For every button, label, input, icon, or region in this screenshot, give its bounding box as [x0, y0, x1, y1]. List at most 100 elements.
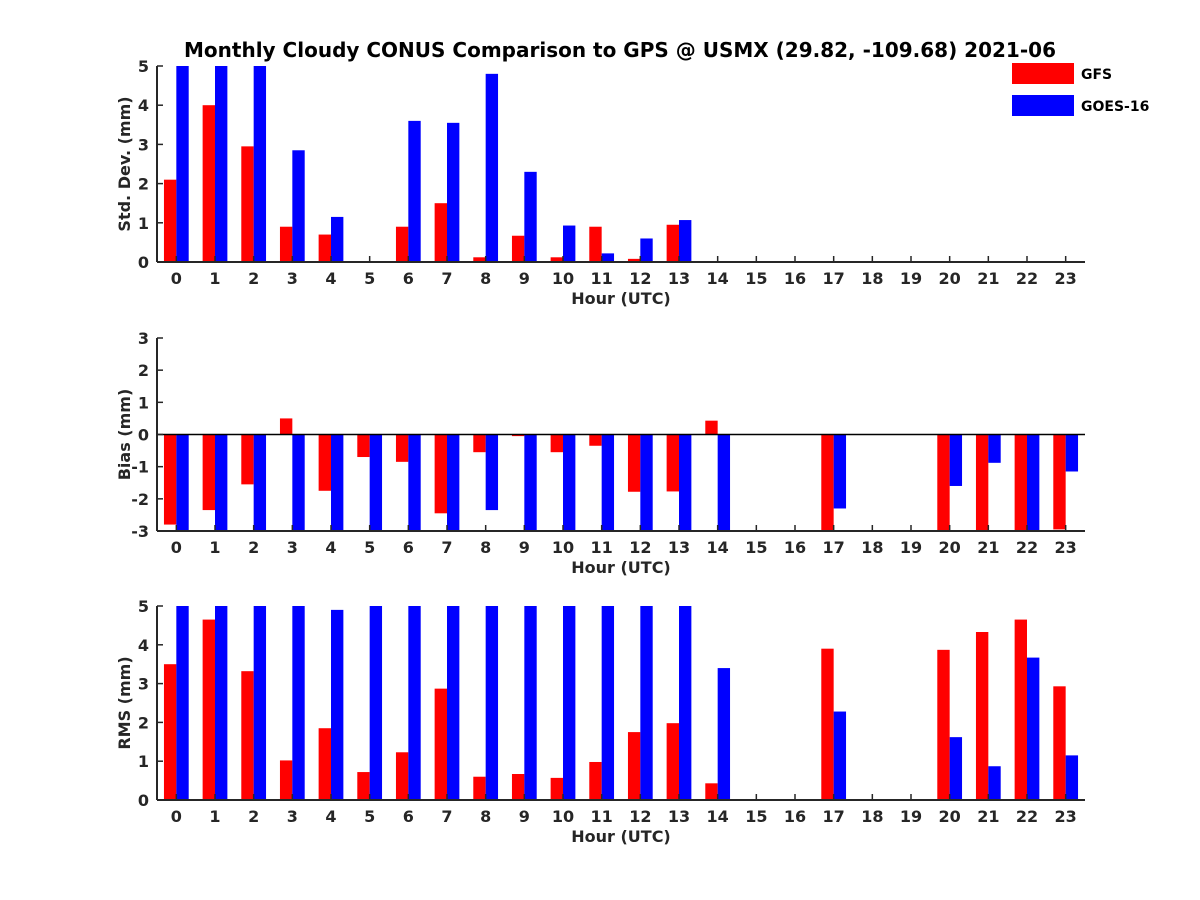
bar-bias-gfs-h13 — [666, 434, 679, 492]
bar-rms-goes16-h21 — [988, 766, 1001, 800]
bar-bias-goes16-h17 — [833, 434, 847, 509]
bar-rms-gfs-h4 — [318, 728, 331, 800]
bar-stddev-goes16-h2 — [253, 66, 267, 262]
x-tick-label-rms-8: 8 — [480, 807, 491, 826]
x-tick-label-stddev-15: 15 — [745, 269, 767, 288]
x-tick-label-rms-10: 10 — [552, 807, 574, 826]
x-tick-label-bias-1: 1 — [209, 538, 220, 557]
bar-stddev-gfs-h3 — [279, 226, 293, 262]
y-tick-label-bias-0: 0 — [138, 426, 149, 445]
bar-rms-gfs-h6 — [395, 752, 409, 800]
bar-stddev-gfs-h10 — [550, 257, 563, 262]
bar-rms-gfs-h2 — [241, 671, 254, 800]
y-tick-label-stddev-1: 1 — [138, 214, 149, 233]
x-tick-label-rms-6: 6 — [403, 807, 414, 826]
bar-rms-goes16-h17 — [833, 711, 847, 800]
bar-rms-gfs-h12 — [627, 732, 641, 800]
x-tick-label-bias-15: 15 — [745, 538, 767, 557]
bar-rms-gfs-h9 — [511, 774, 525, 800]
bar-bias-goes16-h12 — [640, 434, 653, 531]
x-tick-label-bias-10: 10 — [552, 538, 574, 557]
bar-rms-goes16-h4 — [331, 609, 344, 800]
x-tick-label-bias-22: 22 — [1016, 538, 1038, 557]
bar-rms-gfs-h1 — [202, 619, 215, 800]
x-tick-label-stddev-6: 6 — [403, 269, 414, 288]
bar-bias-goes16-h13 — [679, 434, 692, 531]
x-tick-label-stddev-16: 16 — [784, 269, 806, 288]
bar-stddev-gfs-h9 — [511, 235, 525, 262]
legend-swatch-gfs — [1012, 63, 1074, 84]
x-tick-label-rms-23: 23 — [1055, 807, 1077, 826]
x-tick-label-stddev-12: 12 — [629, 269, 651, 288]
bar-stddev-gfs-h0 — [163, 179, 177, 262]
bar-bias-goes16-h23 — [1065, 434, 1079, 472]
chart-title: Monthly Cloudy CONUS Comparison to GPS @… — [184, 38, 1056, 62]
bar-stddev-goes16-h6 — [408, 120, 421, 262]
y-tick-label-bias--2: -2 — [131, 490, 149, 509]
bar-bias-goes16-h0 — [176, 434, 189, 531]
bar-bias-gfs-h6 — [395, 434, 409, 462]
bar-bias-goes16-h10 — [563, 434, 576, 531]
y-tick-label-stddev-2: 2 — [138, 175, 149, 194]
x-tick-label-bias-4: 4 — [325, 538, 336, 557]
x-tick-label-stddev-1: 1 — [209, 269, 220, 288]
bar-stddev-gfs-h4 — [318, 234, 331, 262]
bar-bias-goes16-h9 — [524, 434, 537, 531]
x-tick-label-rms-19: 19 — [900, 807, 922, 826]
bar-bias-gfs-h21 — [975, 434, 989, 531]
x-axis-label-bias: Hour (UTC) — [571, 558, 671, 577]
x-tick-label-bias-14: 14 — [707, 538, 729, 557]
bar-bias-goes16-h7 — [447, 434, 460, 531]
y-tick-label-bias--3: -3 — [131, 522, 149, 541]
y-tick-label-rms-5: 5 — [138, 597, 149, 616]
bar-rms-gfs-h23 — [1053, 686, 1066, 800]
y-tick-label-rms-3: 3 — [138, 675, 149, 694]
bar-bias-gfs-h12 — [627, 434, 641, 492]
bar-rms-gfs-h13 — [666, 723, 679, 800]
bar-bias-gfs-h14 — [705, 420, 718, 435]
y-tick-label-stddev-3: 3 — [138, 135, 149, 154]
x-tick-label-bias-17: 17 — [823, 538, 845, 557]
x-tick-label-bias-20: 20 — [939, 538, 961, 557]
x-tick-label-stddev-5: 5 — [364, 269, 375, 288]
x-tick-label-bias-12: 12 — [629, 538, 651, 557]
bar-rms-goes16-h22 — [1027, 657, 1040, 800]
bar-rms-goes16-h23 — [1065, 755, 1079, 800]
bar-rms-gfs-h8 — [473, 776, 486, 800]
bar-bias-gfs-h2 — [241, 434, 254, 485]
bar-rms-gfs-h21 — [975, 632, 989, 800]
x-tick-label-bias-23: 23 — [1055, 538, 1077, 557]
bar-rms-goes16-h3 — [292, 606, 305, 800]
y-tick-label-rms-1: 1 — [138, 752, 149, 771]
bar-rms-goes16-h6 — [408, 606, 421, 800]
bar-bias-goes16-h3 — [292, 434, 305, 531]
x-tick-label-stddev-8: 8 — [480, 269, 491, 288]
bar-bias-gfs-h17 — [821, 434, 834, 531]
x-tick-label-stddev-22: 22 — [1016, 269, 1038, 288]
bar-stddev-gfs-h13 — [666, 224, 679, 262]
x-tick-label-stddev-23: 23 — [1055, 269, 1077, 288]
y-axis-label-stddev: Std. Dev. (mm) — [115, 96, 134, 231]
y-axis-label-rms: RMS (mm) — [115, 656, 134, 749]
x-tick-label-bias-9: 9 — [519, 538, 530, 557]
x-tick-label-rms-22: 22 — [1016, 807, 1038, 826]
x-tick-label-bias-6: 6 — [403, 538, 414, 557]
bar-stddev-goes16-h11 — [601, 253, 615, 262]
bar-rms-goes16-h13 — [679, 606, 692, 800]
bar-rms-gfs-h7 — [434, 688, 447, 800]
bar-stddev-gfs-h6 — [395, 226, 409, 262]
x-tick-label-stddev-20: 20 — [939, 269, 961, 288]
legend-swatch-goes16 — [1012, 95, 1074, 116]
x-tick-label-rms-1: 1 — [209, 807, 220, 826]
bar-rms-goes16-h11 — [601, 606, 615, 800]
bar-stddev-goes16-h13 — [679, 220, 692, 262]
x-tick-label-stddev-7: 7 — [441, 269, 452, 288]
bar-bias-goes16-h5 — [369, 434, 383, 531]
bar-bias-gfs-h1 — [202, 434, 215, 511]
bar-bias-gfs-h20 — [937, 434, 950, 531]
x-tick-label-bias-5: 5 — [364, 538, 375, 557]
bar-stddev-goes16-h8 — [485, 73, 499, 262]
